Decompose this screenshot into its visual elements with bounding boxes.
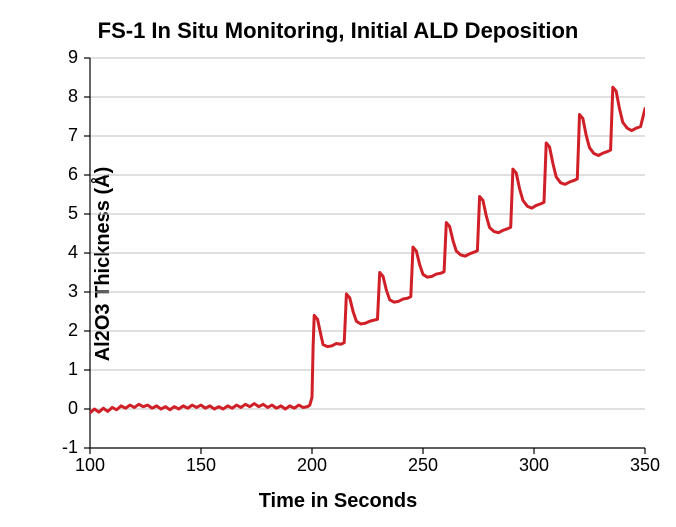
chart-container: FS-1 In Situ Monitoring, Initial ALD Dep… [0, 0, 676, 527]
y-tick-label: 3 [68, 281, 78, 301]
y-tick-label: -1 [62, 437, 78, 457]
y-tick-label: 7 [68, 125, 78, 145]
x-tick-label: 200 [297, 455, 327, 475]
y-tick-label: 1 [68, 359, 78, 379]
chart-plot-svg: -1 0 1 2 3 4 5 6 7 8 9 100 150 200 250 300 350 [0, 0, 676, 527]
y-tick-label: 2 [68, 320, 78, 340]
y-tick-label: 4 [68, 242, 78, 262]
y-tick-label: 8 [68, 86, 78, 106]
x-tick-label: 100 [75, 455, 105, 475]
y-tick-label: 6 [68, 164, 78, 184]
y-tick-label: 9 [68, 47, 78, 67]
x-tick-label: 250 [408, 455, 438, 475]
x-tick-label: 150 [186, 455, 216, 475]
x-tick-label: 350 [630, 455, 660, 475]
x-tick-label: 300 [519, 455, 549, 475]
y-tick-label: 5 [68, 203, 78, 223]
y-tick-label: 0 [68, 398, 78, 418]
